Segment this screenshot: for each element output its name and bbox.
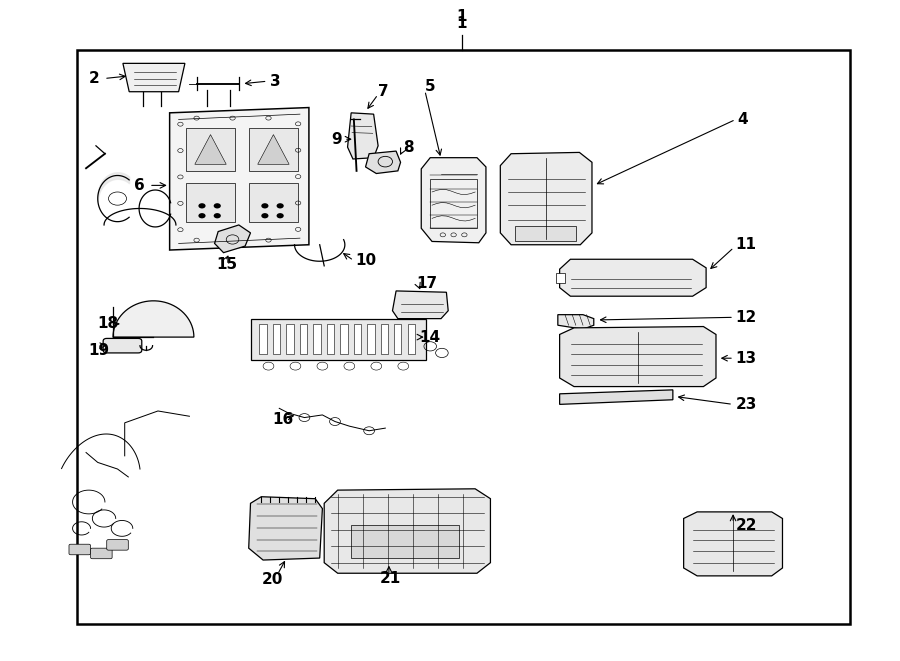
Text: 19: 19	[89, 343, 110, 358]
Circle shape	[261, 213, 268, 218]
Bar	[248, 128, 298, 171]
Polygon shape	[257, 135, 289, 165]
Bar	[259, 324, 266, 354]
Text: 12: 12	[736, 310, 757, 325]
Polygon shape	[560, 390, 673, 405]
Polygon shape	[500, 153, 592, 245]
FancyBboxPatch shape	[104, 338, 142, 353]
Text: 18: 18	[98, 317, 119, 331]
Text: 21: 21	[380, 571, 401, 586]
Circle shape	[261, 203, 268, 208]
Bar	[340, 324, 347, 354]
Polygon shape	[392, 291, 448, 319]
Polygon shape	[560, 259, 706, 296]
Bar	[381, 324, 388, 354]
Polygon shape	[365, 151, 400, 174]
Text: 22: 22	[736, 518, 757, 533]
Text: 14: 14	[419, 330, 441, 344]
Bar	[515, 226, 576, 241]
Polygon shape	[248, 496, 322, 560]
Bar	[354, 324, 361, 354]
FancyBboxPatch shape	[69, 544, 91, 555]
Bar	[408, 324, 415, 354]
Text: 8: 8	[403, 139, 414, 155]
Polygon shape	[123, 63, 184, 92]
Bar	[286, 324, 293, 354]
Polygon shape	[113, 301, 194, 337]
Bar	[351, 525, 459, 558]
Circle shape	[213, 203, 220, 208]
Polygon shape	[194, 135, 226, 165]
Text: 17: 17	[416, 276, 437, 290]
Text: 1: 1	[456, 17, 467, 31]
Circle shape	[213, 213, 220, 218]
Bar	[185, 182, 235, 222]
Bar	[394, 324, 401, 354]
Bar	[367, 324, 374, 354]
Polygon shape	[421, 158, 486, 243]
Text: 3: 3	[270, 73, 281, 89]
Text: 11: 11	[736, 237, 757, 253]
Polygon shape	[169, 108, 309, 250]
Polygon shape	[324, 488, 491, 573]
Circle shape	[198, 203, 205, 208]
Polygon shape	[347, 113, 378, 159]
Bar	[250, 319, 426, 360]
Circle shape	[276, 213, 284, 218]
Text: 7: 7	[378, 84, 389, 99]
Text: 13: 13	[736, 351, 757, 366]
Bar	[300, 324, 307, 354]
Bar	[77, 50, 850, 624]
Polygon shape	[214, 225, 250, 253]
FancyBboxPatch shape	[107, 539, 129, 550]
Text: 9: 9	[331, 132, 342, 147]
Text: 1: 1	[456, 9, 467, 24]
Text: 23: 23	[736, 397, 757, 412]
Text: 6: 6	[134, 178, 144, 193]
Text: 16: 16	[272, 412, 293, 427]
Text: 4: 4	[738, 112, 748, 127]
Bar	[248, 182, 298, 222]
Bar	[430, 178, 477, 228]
Text: 15: 15	[216, 257, 238, 272]
Circle shape	[198, 213, 205, 218]
Bar	[327, 324, 334, 354]
Circle shape	[276, 203, 284, 208]
Text: 20: 20	[261, 572, 283, 588]
Polygon shape	[684, 512, 782, 576]
Bar	[273, 324, 280, 354]
Polygon shape	[558, 315, 594, 329]
Bar	[556, 273, 565, 283]
Text: 2: 2	[89, 71, 100, 86]
Bar	[313, 324, 320, 354]
FancyBboxPatch shape	[91, 548, 112, 559]
Text: 5: 5	[425, 79, 436, 94]
Text: 10: 10	[356, 253, 377, 268]
Polygon shape	[560, 327, 716, 387]
Bar	[185, 128, 235, 171]
